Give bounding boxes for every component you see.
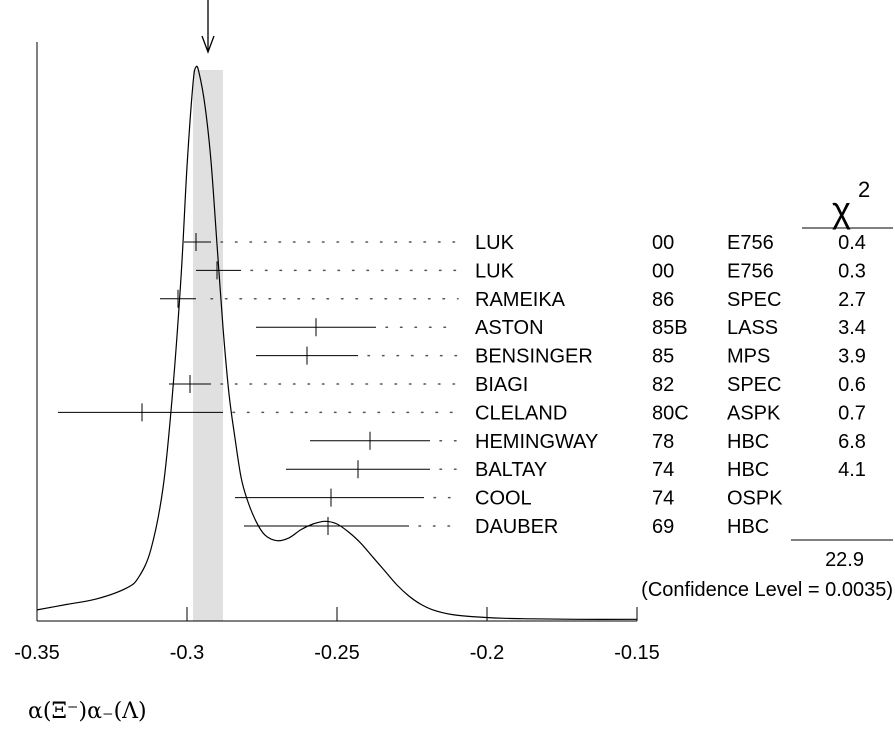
year-label: 86 xyxy=(652,289,674,311)
author-label: HEMINGWAY xyxy=(475,431,598,453)
x-tick-label: -0.35 xyxy=(14,642,60,664)
ideogram-curve-group xyxy=(36,65,638,620)
year-label: 85 xyxy=(652,346,674,368)
technique-label: E756 xyxy=(727,260,774,282)
year-label: 85B xyxy=(652,317,688,339)
year-label: 00 xyxy=(652,232,674,254)
year-label: 80C xyxy=(652,402,689,424)
chi2-column: χ 2 22.9 (Confidence Level = 0.0035) xyxy=(641,177,893,601)
author-label: CLELAND xyxy=(475,402,567,424)
author-label: BIAGI xyxy=(475,374,528,396)
technique-label: OSPK xyxy=(727,488,783,510)
technique-label: HBC xyxy=(727,459,769,481)
average-arrow-group xyxy=(201,0,215,54)
measurement-table: LUK 00 E756 0.4 LUK 00 E756 0.3 RAMEIKA 86 SPEC 2.7… xyxy=(475,232,866,538)
technique-label: SPEC xyxy=(727,289,781,311)
author-label: LUK xyxy=(475,232,515,254)
year-label: 82 xyxy=(652,374,674,396)
chi2-header-superscript: 2 xyxy=(858,177,870,202)
year-label: 78 xyxy=(652,431,674,453)
x-tick-label: -0.15 xyxy=(614,642,660,664)
chi2-value: 0.4 xyxy=(838,232,866,254)
chi2-header: χ xyxy=(832,189,851,230)
average-band xyxy=(193,70,223,621)
chi2-total: 22.9 xyxy=(825,549,864,571)
year-label: 69 xyxy=(652,516,674,538)
x-tick-label: -0.2 xyxy=(470,642,504,664)
year-label: 74 xyxy=(652,488,674,510)
author-label: RAMEIKA xyxy=(475,289,566,311)
author-label: ASTON xyxy=(475,317,544,339)
author-label: LUK xyxy=(475,260,515,282)
confidence-level: (Confidence Level = 0.0035) xyxy=(641,579,893,601)
ideogram-curve xyxy=(36,65,638,620)
year-label: 74 xyxy=(652,459,674,481)
chi2-value: 0.3 xyxy=(838,260,866,282)
x-tick-label: -0.25 xyxy=(314,642,360,664)
x-axis-label: α(Ξ⁻)α₋(Λ) xyxy=(28,699,147,724)
author-label: COOL xyxy=(475,488,532,510)
chi2-value: 2.7 xyxy=(838,289,866,311)
axes-group: -0.35 -0.3 -0.25 -0.2 -0.15 xyxy=(14,42,660,664)
author-label: DAUBER xyxy=(475,516,558,538)
x-tick-label: -0.3 xyxy=(170,642,204,664)
technique-label: E756 xyxy=(727,232,774,254)
technique-label: HBC xyxy=(727,431,769,453)
chi2-value: 0.6 xyxy=(838,374,866,396)
chi2-value: 0.7 xyxy=(838,402,866,424)
year-label: 00 xyxy=(652,260,674,282)
average-arrow-head xyxy=(201,35,215,54)
author-label: BALTAY xyxy=(475,459,547,481)
average-band-group xyxy=(193,70,223,621)
chi2-value: 4.1 xyxy=(838,459,866,481)
chi2-value: 3.4 xyxy=(838,317,866,339)
author-label: BENSINGER xyxy=(475,346,593,368)
chi2-value: 3.9 xyxy=(838,346,866,368)
technique-label: MPS xyxy=(727,346,770,368)
technique-label: LASS xyxy=(727,317,778,339)
chi2-value: 6.8 xyxy=(838,431,866,453)
measurements-group xyxy=(58,233,459,535)
technique-label: ASPK xyxy=(727,402,781,424)
technique-label: HBC xyxy=(727,516,769,538)
technique-label: SPEC xyxy=(727,374,781,396)
